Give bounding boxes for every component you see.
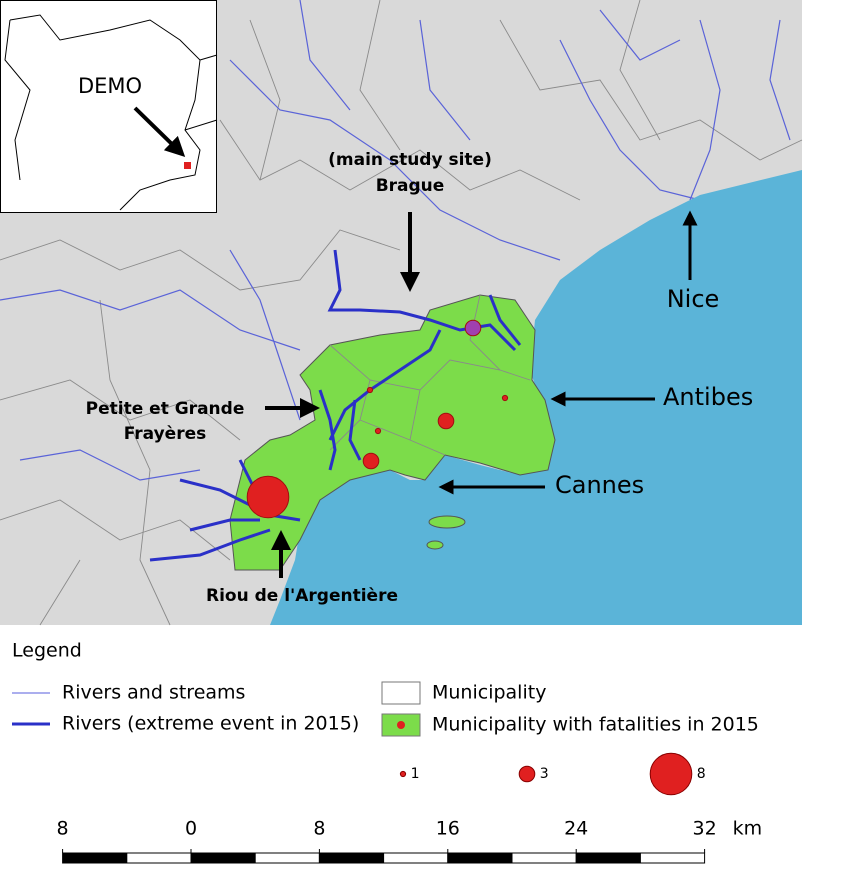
legend: Legend Rivers and streams Rivers (extrem… — [12, 640, 759, 796]
legend-size-circle — [399, 770, 407, 778]
scale-segment — [318, 852, 385, 864]
legend-swatch — [397, 721, 405, 729]
legend-label: Municipality with fatalities in 2015 — [432, 714, 759, 736]
fatality-circle — [366, 386, 374, 394]
affected-municipalities — [229, 294, 556, 571]
legend-size-circle — [649, 752, 693, 796]
scale-tick-label: 24 — [564, 818, 588, 840]
legend-size-label: 3 — [540, 766, 549, 782]
place-label: Antibes — [663, 383, 753, 411]
legend-size-label: 1 — [411, 766, 420, 782]
place-label: Cannes — [555, 471, 644, 499]
place-label: Riou de l'Argentière — [206, 586, 398, 606]
scale-tick-label: 8 — [57, 818, 69, 840]
sea — [270, 170, 802, 625]
scale-segment — [447, 852, 513, 864]
study-area — [184, 162, 191, 169]
scale-segment — [383, 852, 449, 864]
place-label: Petite et Grande — [86, 399, 245, 419]
place-label: (main study site) — [328, 150, 492, 170]
fatality-sites — [246, 319, 509, 519]
fatality-circle — [374, 427, 382, 435]
scale-unit: km — [733, 818, 763, 840]
legend-swatch — [381, 681, 421, 705]
inset-frame — [0, 0, 217, 213]
fatality-circle — [437, 412, 455, 430]
island — [428, 515, 466, 529]
scale-tick-label: 16 — [436, 818, 460, 840]
scale-segment — [575, 852, 641, 864]
scale-tick-label: 0 — [185, 818, 197, 840]
rivers — [0, 0, 791, 481]
municipality-borders — [0, 0, 803, 626]
legend-title: Legend — [12, 640, 82, 662]
scale-segment — [639, 852, 706, 864]
country-outline — [4, 14, 218, 211]
legend-label: Rivers and streams — [62, 682, 245, 704]
scale-segment — [511, 852, 577, 864]
scale-tick-label: 8 — [313, 818, 325, 840]
scale-tick-label: 32 — [693, 818, 717, 840]
legend-size-circle — [518, 765, 536, 783]
place-label: Frayères — [124, 424, 207, 444]
map — [0, 0, 803, 626]
scale-segment — [190, 852, 256, 864]
affected-borders — [329, 294, 531, 456]
island — [426, 540, 444, 550]
scale-segment — [62, 852, 128, 864]
scale-segment — [126, 852, 192, 864]
scale-segment — [254, 852, 320, 864]
scale-bar: 8 0 8 16 24 32 km — [57, 818, 763, 864]
place-label: Nice — [667, 285, 720, 313]
inset-arrow — [133, 106, 186, 157]
legend-size-label: 8 — [697, 766, 706, 782]
annotations: (main study site) Brague Nice Antibes Ca… — [86, 150, 754, 606]
fatality-circle — [464, 319, 482, 337]
legend-label: Municipality — [432, 682, 546, 704]
place-label: Brague — [376, 176, 445, 196]
fatality-circle — [246, 475, 290, 519]
fatality-circle — [501, 394, 509, 402]
legend-label: Rivers (extreme event in 2015) — [62, 713, 359, 735]
fatality-circle — [362, 452, 380, 470]
inset-label: DEMO — [78, 74, 142, 98]
inset: DEMO — [0, 0, 218, 213]
